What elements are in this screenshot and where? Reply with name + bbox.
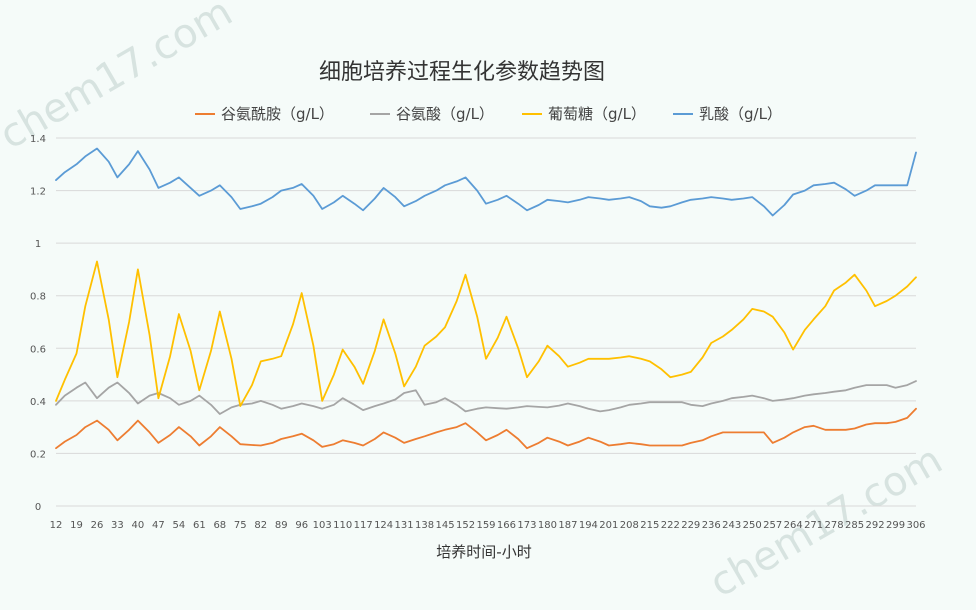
y-tick-label: 1.2 [30, 187, 46, 198]
gridlines [56, 137, 916, 507]
y-tick-label: 1 [35, 239, 41, 250]
x-axis-ticks: 12 19 26 33 40 47 54 61 68 75 82 89 96 103 110 117 124 13… [50, 520, 926, 531]
x-tick-label: 166 [497, 520, 516, 531]
x-tick-label: 194 [579, 520, 598, 531]
x-tick-label: 278 [825, 520, 844, 531]
x-tick-label: 110 [333, 520, 352, 531]
x-tick-label: 47 [152, 520, 165, 531]
x-tick-label: 208 [620, 520, 639, 531]
x-tick-label: 124 [374, 520, 393, 531]
y-tick-label: 0.6 [30, 344, 46, 355]
x-tick-label: 173 [517, 520, 536, 531]
x-tick-label: 159 [476, 520, 495, 531]
y-tick-label: 0 [35, 502, 41, 513]
x-tick-label: 299 [886, 520, 905, 531]
x-tick-label: 201 [599, 520, 618, 531]
x-tick-label: 222 [661, 520, 680, 531]
series-line-0 [55, 407, 917, 450]
series-lines [55, 147, 917, 450]
series-line-2 [55, 260, 917, 407]
x-tick-label: 26 [91, 520, 104, 531]
x-tick-label: 96 [295, 520, 308, 531]
x-tick-label: 180 [538, 520, 557, 531]
x-tick-label: 82 [254, 520, 267, 531]
x-tick-label: 152 [456, 520, 475, 531]
x-tick-label: 285 [845, 520, 864, 531]
x-tick-label: 215 [640, 520, 659, 531]
series-line-1 [55, 380, 917, 415]
x-tick-label: 229 [681, 520, 700, 531]
x-tick-label: 138 [415, 520, 434, 531]
legend: 谷氨酰胺（g/L） 谷氨酸（g/L） 葡萄糖（g/L） 乳酸（g/L） [195, 105, 782, 123]
x-tick-label: 271 [804, 520, 823, 531]
x-tick-label: 145 [436, 520, 455, 531]
x-tick-label: 61 [193, 520, 206, 531]
x-tick-label: 243 [722, 520, 741, 531]
x-tick-label: 264 [784, 520, 803, 531]
y-axis-ticks: 0 0.2 0.4 0.6 0.8 1 1.2 1.4 [30, 134, 46, 513]
x-tick-label: 131 [395, 520, 414, 531]
x-tick-label: 117 [354, 520, 373, 531]
x-tick-label: 19 [70, 520, 83, 531]
x-tick-label: 68 [213, 520, 226, 531]
x-tick-label: 40 [132, 520, 145, 531]
y-tick-label: 1.4 [30, 134, 46, 145]
x-tick-label: 306 [906, 520, 925, 531]
x-tick-label: 89 [275, 520, 288, 531]
legend-label-0: 谷氨酰胺（g/L） [221, 105, 334, 123]
legend-label-1: 谷氨酸（g/L） [396, 105, 494, 123]
y-tick-label: 0.4 [30, 397, 46, 408]
x-tick-label: 75 [234, 520, 247, 531]
x-tick-label: 187 [558, 520, 577, 531]
x-tick-label: 292 [866, 520, 885, 531]
x-tick-label: 54 [172, 520, 185, 531]
legend-label-2: 葡萄糖（g/L） [548, 105, 646, 123]
y-tick-label: 0.2 [30, 449, 46, 460]
x-tick-label: 236 [702, 520, 721, 531]
x-tick-label: 103 [313, 520, 332, 531]
x-tick-label: 12 [50, 520, 63, 531]
chart-title: 细胞培养过程生化参数趋势图 [319, 60, 605, 85]
y-tick-label: 0.8 [30, 292, 46, 303]
x-tick-label: 250 [743, 520, 762, 531]
series-line-3 [55, 147, 917, 217]
legend-label-3: 乳酸（g/L） [699, 105, 782, 123]
x-axis-label: 培养时间-小时 [436, 543, 531, 561]
x-tick-label: 33 [111, 520, 124, 531]
watermark-layer: chem17.com chem17.com [0, 0, 950, 607]
x-tick-label: 257 [763, 520, 782, 531]
